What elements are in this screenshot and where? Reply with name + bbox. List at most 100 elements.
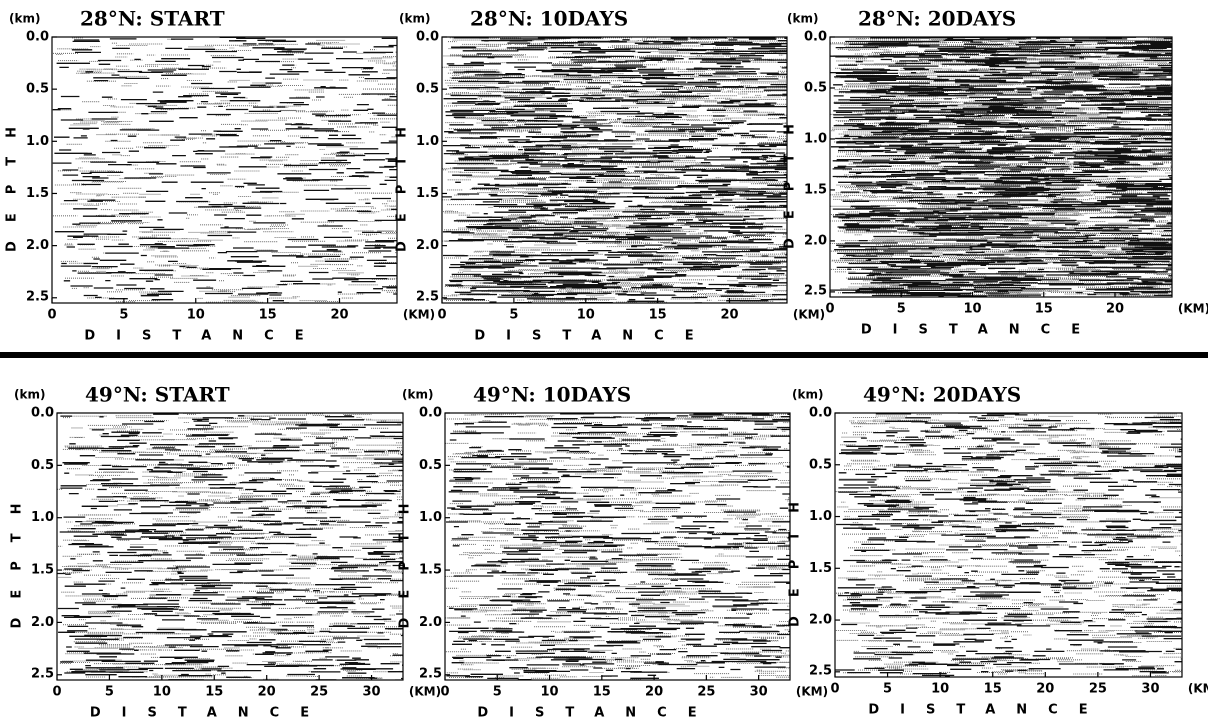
x-tick-label: 0: [52, 685, 61, 700]
y-tick-label: 0.0: [419, 406, 442, 421]
plot-frame: [441, 36, 788, 304]
texture: [830, 37, 1172, 297]
y-axis-label: DEPTH: [398, 485, 413, 629]
plot-frame: [444, 412, 791, 681]
x-tick-label: 10: [187, 308, 205, 323]
texture-streaks: [442, 37, 787, 303]
x-tick-label: 25: [1089, 682, 1107, 697]
x-tick-label: 15: [205, 685, 223, 700]
y-unit: (km): [399, 12, 430, 26]
texture: [445, 413, 790, 680]
x-tick-label: 20: [645, 685, 663, 700]
x-tick-label: 5: [897, 302, 906, 317]
x-tick-label: 15: [593, 685, 611, 700]
y-tick-label: 0.5: [804, 80, 827, 95]
title: 28°N: 10DAYS: [470, 7, 628, 31]
plot-frame: [56, 412, 404, 681]
y-tick-label: 2.5: [26, 290, 49, 305]
texture-streaks: [446, 413, 790, 680]
x-unit: (KM): [796, 685, 828, 699]
x-tick-label: 15: [1035, 302, 1053, 317]
separator: [0, 352, 1208, 358]
y-tick-label: 2.0: [416, 238, 439, 253]
x-tick-label: 30: [362, 685, 380, 700]
y-tick-label: 0.5: [26, 82, 49, 97]
x-axis-label: DISTANCE: [861, 323, 1101, 338]
y-tick-label: 1.5: [26, 186, 49, 201]
x-tick-label: 30: [1141, 682, 1159, 697]
texture-streaks: [57, 413, 403, 680]
texture-streaks: [835, 413, 1182, 677]
x-tick-label: 5: [883, 682, 892, 697]
x-unit: (KM): [403, 308, 435, 322]
y-tick-label: 2.5: [809, 664, 832, 679]
x-unit: (KM): [1188, 682, 1208, 696]
y-tick-label: 0.0: [416, 30, 439, 45]
title: 28°N: START: [80, 7, 225, 31]
x-unit: (KM): [1178, 302, 1208, 316]
title: 49°N: START: [85, 383, 230, 407]
y-tick-label: 2.5: [416, 290, 439, 305]
texture-streaks: [53, 37, 397, 303]
texture-streaks: [830, 37, 1172, 297]
y-unit: (km): [792, 388, 823, 402]
x-unit: (KM): [409, 685, 441, 699]
y-tick-label: 2.0: [804, 233, 827, 248]
plot-frame: [51, 36, 398, 304]
y-tick-label: 1.5: [31, 563, 54, 578]
x-tick-label: 15: [649, 308, 667, 323]
x-tick-label: 20: [1106, 302, 1124, 317]
y-tick-label: 2.0: [31, 615, 54, 630]
x-tick-label: 20: [258, 685, 276, 700]
texture-streaks: [52, 37, 397, 303]
y-tick-label: 1.0: [804, 131, 827, 146]
y-tick-label: 1.0: [31, 510, 54, 525]
x-tick-label: 20: [720, 308, 738, 323]
x-axis-label: DISTANCE: [90, 706, 330, 718]
x-tick-label: 10: [153, 685, 171, 700]
x-tick-label: 25: [697, 685, 715, 700]
y-tick-label: 2.5: [419, 667, 442, 682]
x-tick-label: 10: [963, 302, 981, 317]
y-axis-label: DEPTH: [783, 105, 798, 249]
title: 49°N: 10DAYS: [473, 383, 631, 407]
y-axis-label: DEPTH: [788, 483, 803, 627]
y-axis-label: DEPTH: [395, 108, 410, 252]
y-tick-label: 0.0: [809, 406, 832, 421]
texture: [57, 413, 403, 680]
y-tick-label: 0.5: [809, 457, 832, 472]
y-tick-label: 2.0: [809, 613, 832, 628]
y-tick-label: 1.5: [804, 182, 827, 197]
x-tick-label: 15: [259, 308, 277, 323]
x-tick-label: 10: [540, 685, 558, 700]
y-tick-label: 1.0: [416, 134, 439, 149]
x-axis-label: DISTANCE: [477, 706, 717, 718]
y-tick-label: 2.0: [419, 615, 442, 630]
plot-frame: [829, 36, 1173, 298]
x-tick-label: 10: [577, 308, 595, 323]
texture: [442, 37, 787, 303]
y-tick-label: 1.0: [26, 134, 49, 149]
y-tick-label: 0.5: [416, 82, 439, 97]
y-tick-label: 1.0: [419, 510, 442, 525]
y-tick-label: 0.0: [31, 406, 54, 421]
y-tick-label: 0.5: [419, 458, 442, 473]
x-tick-label: 10: [931, 682, 949, 697]
x-axis-label: DISTANCE: [84, 329, 324, 344]
x-tick-label: 5: [509, 308, 518, 323]
y-tick-label: 0.0: [26, 30, 49, 45]
x-tick-label: 0: [830, 682, 839, 697]
texture-streaks: [835, 413, 1182, 677]
x-tick-label: 15: [984, 682, 1002, 697]
y-unit: (km): [14, 388, 45, 402]
x-tick-label: 5: [105, 685, 114, 700]
y-tick-label: 2.0: [26, 238, 49, 253]
x-unit: (KM): [793, 308, 825, 322]
x-tick-label: 0: [440, 685, 449, 700]
y-unit: (km): [787, 12, 818, 26]
y-tick-label: 0.5: [31, 458, 54, 473]
plot-frame: [834, 412, 1183, 678]
x-tick-label: 25: [310, 685, 328, 700]
x-tick-label: 20: [330, 308, 348, 323]
